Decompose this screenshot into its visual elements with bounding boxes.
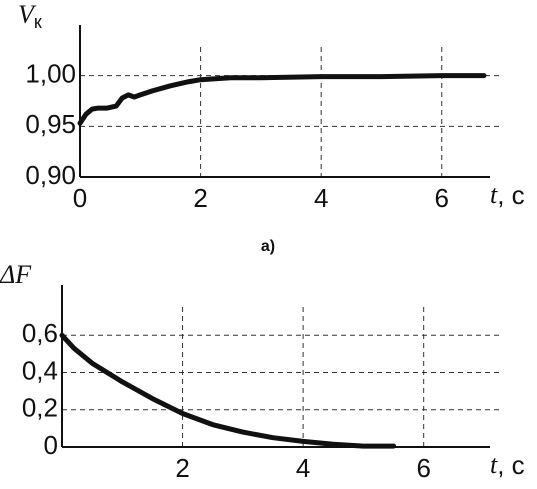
x-tick-label: 6 — [416, 453, 430, 483]
caption: а) — [261, 238, 275, 255]
x-axis-label: t, с — [490, 180, 525, 210]
y-tick-label: 0,2 — [22, 393, 58, 423]
line-series — [77, 73, 487, 126]
x-tick-label: 2 — [175, 453, 189, 483]
line-series — [59, 332, 397, 449]
y-axis-label: Vк — [18, 0, 42, 32]
y-tick-label: 0,6 — [22, 318, 58, 348]
x-tick-label: 0 — [73, 183, 87, 213]
x-tick-label: 4 — [314, 183, 328, 213]
y-axis-label: ΔF — [0, 260, 32, 289]
x-axis-unit: , с — [497, 180, 524, 210]
y-tick-label: 0,90 — [25, 160, 76, 190]
x-tick-label: 4 — [296, 453, 310, 483]
y-tick-label: 1,00 — [25, 59, 76, 89]
y-axis-label-sub: к — [34, 12, 42, 32]
x-axis-label: t, с — [490, 450, 525, 480]
y-tick-label: 0,4 — [22, 355, 58, 385]
y-tick-label: 0,95 — [25, 109, 76, 139]
x-axis-unit: , с — [497, 450, 524, 480]
y-tick-label: 0 — [44, 430, 58, 460]
x-tick-label: 6 — [435, 183, 449, 213]
x-tick-label: 2 — [193, 183, 207, 213]
